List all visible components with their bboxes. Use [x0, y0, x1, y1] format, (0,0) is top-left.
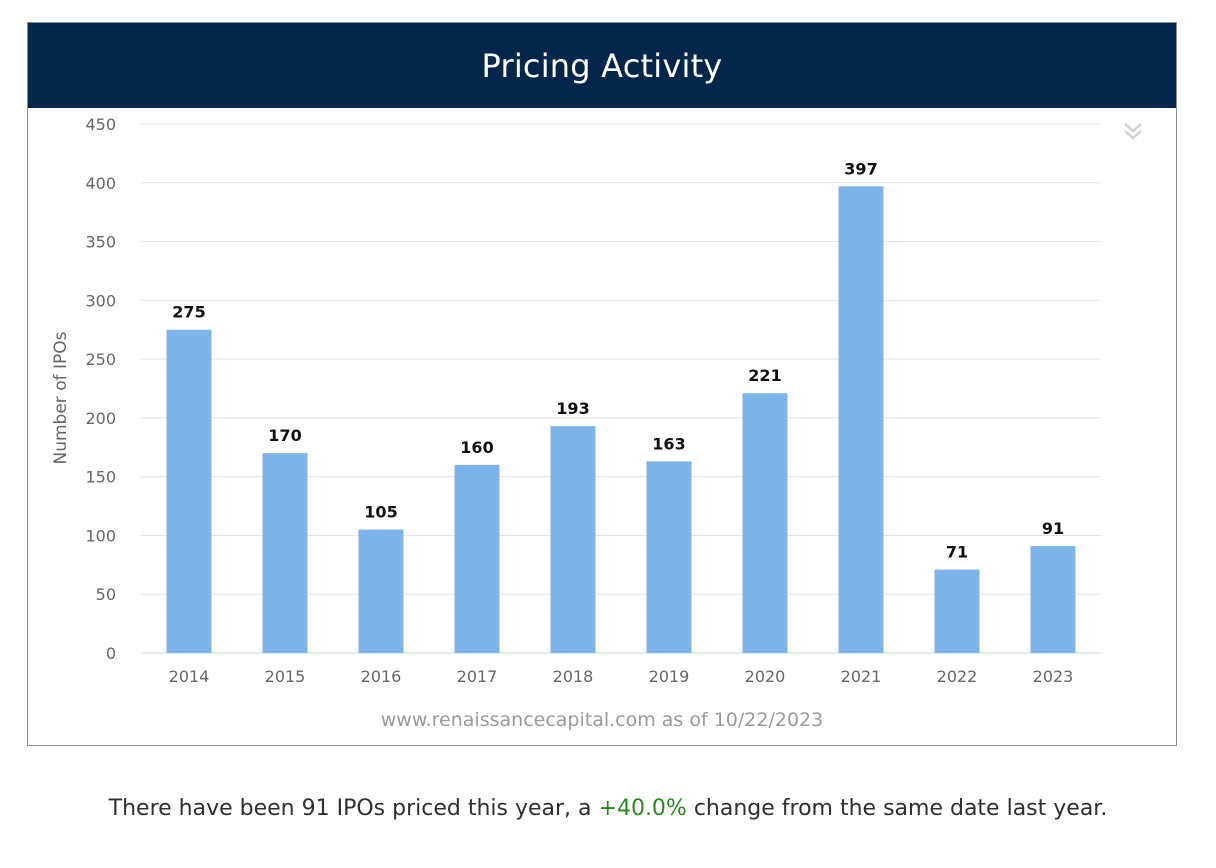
summary-prefix: There have been 91 IPOs priced this year… — [108, 796, 599, 821]
data-label-2020: 221 — [748, 366, 781, 385]
bar-2018[interactable] — [550, 426, 596, 653]
y-tick-label: 250 — [85, 350, 116, 369]
bars — [166, 186, 1076, 653]
x-axis-ticks: 2014 2015 2016 2017 2018 2019 2020 2021 2022 2023 — [169, 667, 1074, 686]
bar-2015[interactable] — [262, 453, 308, 653]
bar-2014[interactable] — [166, 329, 212, 653]
chart-title: Pricing Activity — [481, 46, 723, 85]
data-label-2022: 71 — [946, 543, 968, 562]
data-label-2023: 91 — [1042, 519, 1064, 538]
y-tick-label: 50 — [96, 585, 116, 604]
data-label-2015: 170 — [268, 426, 301, 445]
data-label-2014: 275 — [172, 303, 205, 322]
y-tick-label: 400 — [85, 174, 116, 193]
chart-card: Pricing Activity 0 50 100 150 200 250 300 350 40… — [27, 22, 1177, 746]
y-axis-ticks: 0 50 100 150 200 250 300 350 400 450 — [85, 115, 116, 663]
bar-2022[interactable] — [934, 569, 980, 653]
y-tick-label: 0 — [106, 644, 116, 663]
x-tick-label: 2020 — [745, 667, 786, 686]
summary-suffix: change from the same date last year. — [686, 796, 1108, 821]
y-tick-label: 200 — [85, 409, 116, 428]
chart-header: Pricing Activity — [28, 23, 1176, 108]
bar-2023[interactable] — [1030, 546, 1076, 653]
x-tick-label: 2018 — [553, 667, 594, 686]
x-tick-label: 2014 — [169, 667, 210, 686]
data-label-2021: 397 — [844, 159, 877, 178]
x-tick-label: 2019 — [649, 667, 690, 686]
bar-2019[interactable] — [646, 461, 692, 653]
chevron-double-down-icon[interactable] — [1121, 119, 1145, 143]
x-tick-label: 2016 — [361, 667, 402, 686]
y-tick-label: 350 — [85, 233, 116, 252]
y-tick-label: 300 — [85, 291, 116, 310]
source-note: www.renaissancecapital.com as of 10/22/2… — [380, 709, 824, 731]
data-label-2019: 163 — [652, 434, 685, 453]
data-label-2018: 193 — [556, 399, 589, 418]
y-axis-label: Number of IPOs — [51, 331, 71, 464]
y-tick-label: 100 — [85, 526, 116, 545]
bar-2021[interactable] — [838, 186, 884, 653]
bar-2016[interactable] — [358, 529, 404, 653]
data-label-2016: 105 — [364, 503, 397, 522]
x-tick-label: 2017 — [457, 667, 498, 686]
bar-chart: 0 50 100 150 200 250 300 350 400 450 275 170 105 160… — [51, 115, 1101, 686]
data-labels: 275 170 105 160 193 163 221 397 71 91 — [172, 159, 1064, 561]
bar-2017[interactable] — [454, 464, 500, 653]
data-label-2017: 160 — [460, 438, 493, 457]
y-tick-label: 150 — [85, 468, 116, 487]
y-tick-label: 450 — [85, 115, 116, 134]
x-tick-label: 2023 — [1033, 667, 1074, 686]
x-tick-label: 2022 — [937, 667, 978, 686]
x-tick-label: 2015 — [265, 667, 306, 686]
bar-2020[interactable] — [742, 393, 788, 653]
ipo-summary: There have been 91 IPOs priced this year… — [0, 796, 1216, 821]
change-percent: +40.0% — [598, 796, 687, 821]
x-tick-label: 2021 — [841, 667, 882, 686]
